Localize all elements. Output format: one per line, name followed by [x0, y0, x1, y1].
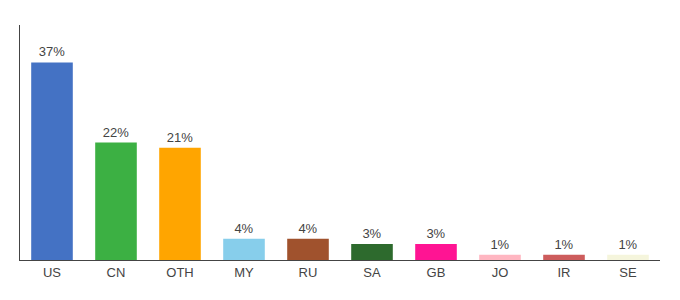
- svg-text:1%: 1%: [554, 237, 573, 252]
- svg-text:1%: 1%: [618, 237, 637, 252]
- svg-text:RU: RU: [299, 265, 318, 280]
- svg-text:JO: JO: [492, 265, 509, 280]
- svg-text:SA: SA: [363, 265, 381, 280]
- svg-text:4%: 4%: [298, 221, 317, 236]
- svg-text:GB: GB: [427, 265, 446, 280]
- svg-text:22%: 22%: [103, 125, 129, 140]
- svg-text:MY: MY: [234, 265, 254, 280]
- svg-text:SE: SE: [619, 265, 637, 280]
- svg-text:37%: 37%: [39, 44, 65, 59]
- svg-text:3%: 3%: [426, 226, 445, 241]
- svg-text:US: US: [43, 265, 61, 280]
- svg-text:1%: 1%: [490, 237, 509, 252]
- svg-text:OTH: OTH: [166, 265, 193, 280]
- svg-text:4%: 4%: [234, 221, 253, 236]
- svg-text:3%: 3%: [362, 226, 381, 241]
- svg-text:21%: 21%: [167, 130, 193, 145]
- svg-text:CN: CN: [107, 265, 126, 280]
- svg-text:IR: IR: [558, 265, 571, 280]
